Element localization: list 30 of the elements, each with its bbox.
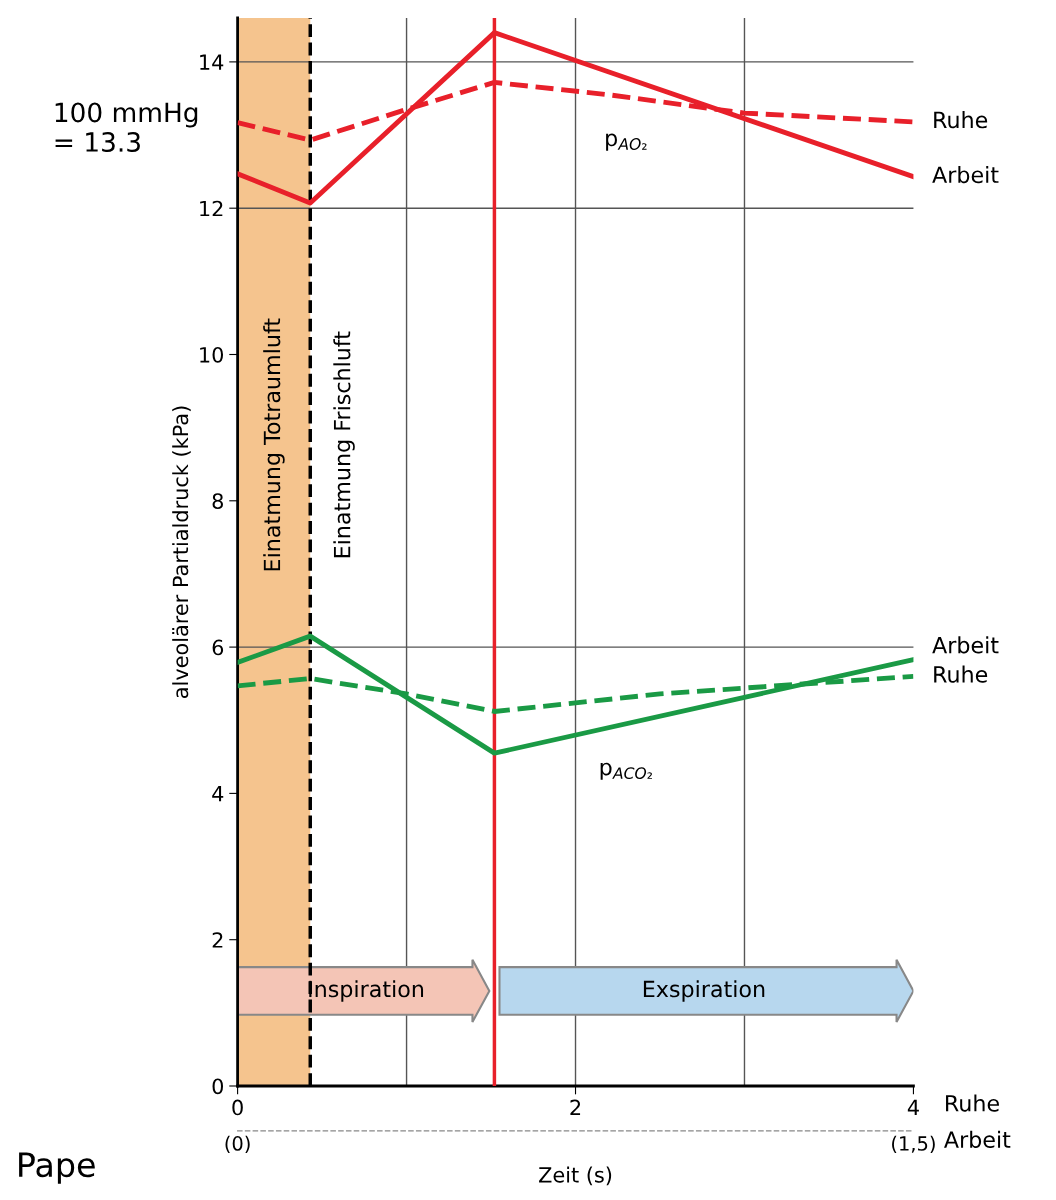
y-tick-label: 6 <box>212 639 224 656</box>
x-tick-label: 2 <box>570 1099 581 1116</box>
text: Pape <box>19 1152 95 1184</box>
x2-tick-label: (0) <box>225 1135 250 1154</box>
annotation: Inspiration <box>309 980 424 1002</box>
annotation: p$_{ACO₂}$ <box>600 762 652 780</box>
y-tick-label: 10 <box>200 346 224 363</box>
annotation: Einatmung Frischluft <box>333 331 355 558</box>
line-series <box>237 633 914 756</box>
x-tick-label: 0 <box>232 1099 243 1116</box>
y-tick-label: 14 <box>200 54 224 70</box>
series-label: Arbeit <box>932 165 999 184</box>
x2-tick-label: (1,5) <box>892 1135 935 1154</box>
series-label: Arbeit <box>932 636 999 654</box>
annotation: Einatmung Totraumluft <box>263 318 285 571</box>
y-axis-title: alveolärer Partialdruck (kPa) <box>172 406 191 698</box>
annotation: p$_{AO₂}$ <box>606 133 647 151</box>
y-tick-label: 8 <box>212 493 223 510</box>
y-tick-label: 2 <box>212 932 223 948</box>
series-label: Ruhe <box>934 665 988 683</box>
y-tick-label: 12 <box>200 200 223 217</box>
series-label: Ruhe <box>934 111 988 129</box>
annotation: Exspiration <box>643 980 765 1002</box>
x-tick-label: 4 <box>907 1099 919 1116</box>
text: Ruhe <box>946 1094 999 1112</box>
text: 100 mmHg = 13.3 <box>55 102 198 152</box>
text: Arbeit <box>944 1130 1011 1148</box>
x-axis-title: Zeit (s) <box>539 1166 612 1186</box>
y-tick-label: 4 <box>212 786 224 802</box>
y-tick-label: 0 <box>212 1078 224 1095</box>
